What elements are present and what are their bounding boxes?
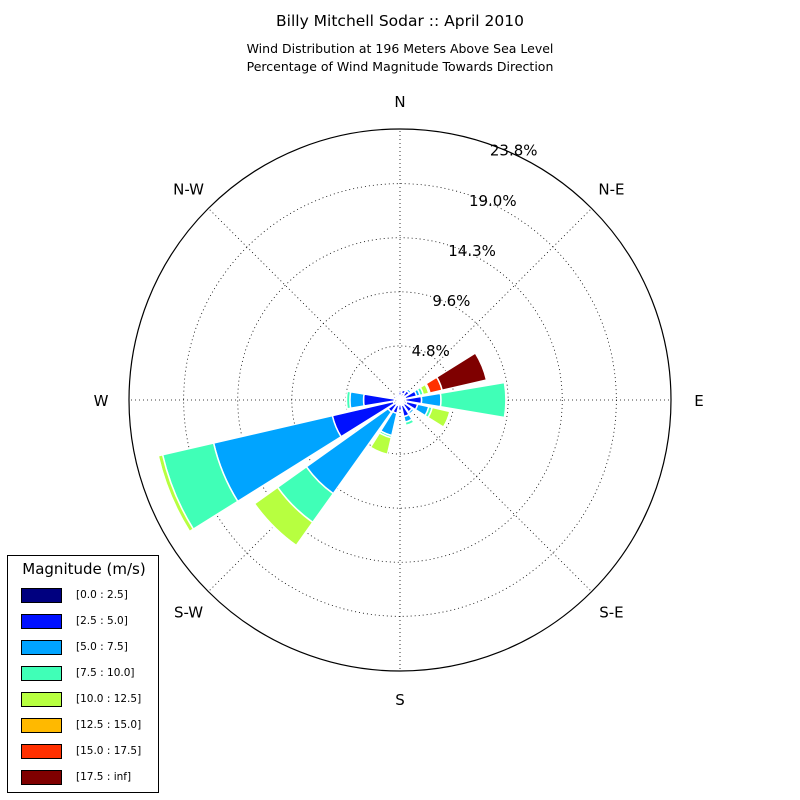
sector-157.5-bin-3 xyxy=(404,418,415,427)
sector-45-bin-2 xyxy=(405,387,413,395)
chart-title: Billy Mitchell Sodar :: April 2010 xyxy=(276,12,524,30)
grid-circle-2 xyxy=(237,237,563,563)
legend-swatch xyxy=(21,614,62,629)
legend-swatch xyxy=(21,640,62,655)
direction-label-n: N xyxy=(394,93,405,111)
grid-spoke-n-w xyxy=(208,208,401,401)
legend-label: [10.0 : 12.5] xyxy=(76,693,142,705)
direction-label-s: S xyxy=(395,691,405,709)
legend-swatch xyxy=(21,692,62,707)
legend-label: [17.5 : inf] xyxy=(76,771,132,783)
radial-tick-label-4: 23.8% xyxy=(490,142,538,160)
sector-112.5-bin-5 xyxy=(442,410,452,429)
radial-tick-label-3: 19.0% xyxy=(469,192,517,210)
legend-label: [5.0 : 7.5] xyxy=(76,641,128,653)
legend-label: [15.0 : 17.5] xyxy=(76,745,142,757)
legend-swatch xyxy=(21,744,62,759)
sector-292.5-bin-1 xyxy=(392,395,398,400)
sector-247.5-bin-5 xyxy=(156,454,191,534)
outer-circle xyxy=(128,128,672,672)
chart-subtitle-line-2: Percentage of Wind Magnitude Towards Dir… xyxy=(246,59,554,74)
sector-225-bin-5 xyxy=(252,502,298,548)
direction-label-n-w: N-W xyxy=(173,181,204,199)
chart-subtitle-line-1: Wind Distribution at 196 Meters Above Se… xyxy=(246,41,554,56)
sector-270-bin-2 xyxy=(349,390,365,410)
sector-337.5-bin-1 xyxy=(395,393,401,400)
legend-swatch xyxy=(21,718,62,733)
radial-tick-label-0: 4.8% xyxy=(412,342,450,360)
direction-label-n-e: N-E xyxy=(598,181,624,199)
sector-90-bin-3 xyxy=(439,381,507,419)
radial-tick-label-2: 14.3% xyxy=(448,242,496,260)
legend: Magnitude (m/s) [0.0 : 2.5] [2.5 : 5.0] [5… xyxy=(7,555,159,793)
legend-label: [12.5 : 15.0] xyxy=(76,719,142,731)
legend-title: Magnitude (m/s) xyxy=(22,560,146,578)
sector-67.5-bin-7 xyxy=(435,351,488,392)
legend-label: [7.5 : 10.0] xyxy=(76,667,135,679)
legend-swatch xyxy=(21,588,62,603)
radial-tick-label-1: 9.6% xyxy=(432,292,470,310)
legend-swatch xyxy=(21,666,62,681)
direction-label-e: E xyxy=(694,392,703,410)
direction-label-s-w: S-W xyxy=(174,603,203,621)
grid-spoke-n-e xyxy=(399,208,592,401)
legend-swatch xyxy=(21,770,62,785)
sector-135-bin-2 xyxy=(407,407,415,415)
legend-label: [0.0 : 2.5] xyxy=(76,589,128,601)
grid-spoke-s-e xyxy=(399,399,592,592)
direction-label-w: W xyxy=(94,392,109,410)
legend-label: [2.5 : 5.0] xyxy=(76,615,128,627)
direction-label-s-e: S-E xyxy=(599,603,623,621)
sector-90-bin-2 xyxy=(420,392,442,408)
sector-202.5-bin-4 xyxy=(369,431,393,456)
sector-270-bin-3 xyxy=(345,390,352,410)
